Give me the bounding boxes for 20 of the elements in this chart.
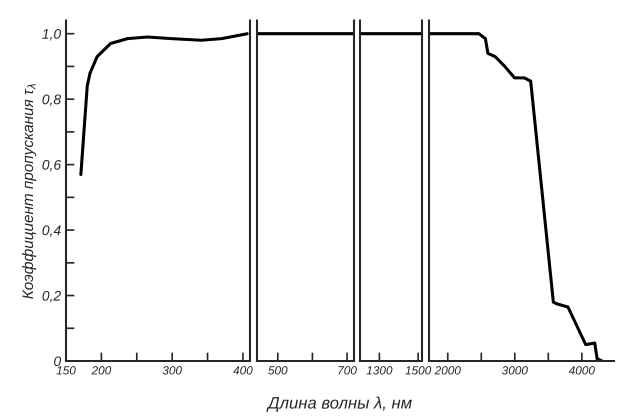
- y-tick-label: 0,4: [42, 225, 61, 237]
- x-tick-label: 150: [56, 366, 76, 375]
- x-tick-label: 700: [338, 366, 357, 375]
- x-tick-label: 500: [268, 366, 288, 375]
- x-tick-label: 3000: [502, 366, 528, 375]
- y-tick-label: 1,0: [42, 29, 62, 40]
- y-tick-label: 0,2: [42, 290, 61, 302]
- x-tick-label: 1300: [366, 366, 392, 375]
- x-axis-title: Длина волны λ, нм: [266, 396, 412, 412]
- x-tick-label: 300: [162, 366, 182, 375]
- x-tick-label: 2000: [434, 366, 461, 375]
- y-axis-title: Коэффициент пропускания τ$_{λ}$: [22, 84, 36, 299]
- x-tick-label: 200: [91, 366, 112, 375]
- y-tick-label: 0,6: [42, 160, 62, 172]
- y-tick-label: 0,8: [42, 94, 62, 106]
- line-series: [79, 32, 249, 176]
- x-tick-label: 4000: [568, 366, 595, 375]
- x-tick-label: 400: [233, 366, 253, 375]
- x-tick-label: 1500: [405, 366, 432, 375]
- y-tick-label: 0: [54, 356, 62, 366]
